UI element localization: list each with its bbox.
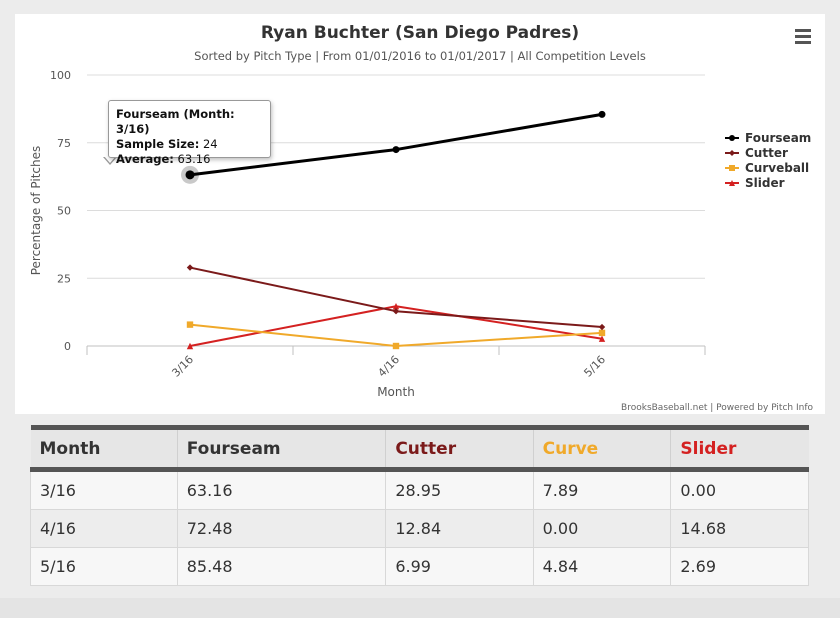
data-point-cutter <box>392 308 400 315</box>
table-cell: 4.84 <box>532 547 671 586</box>
tooltip-average: Average: 63.16 <box>116 152 211 166</box>
data-point-slider <box>598 335 606 342</box>
table-cell: 3/16 <box>30 469 178 510</box>
legend-marker-cutter <box>729 150 735 156</box>
data-point-fourseam <box>598 110 606 118</box>
data-point-slider <box>392 303 400 310</box>
legend-label-fourseam: Fourseam <box>745 131 811 145</box>
y-tick-label: 50 <box>57 205 71 218</box>
tooltip-arrow-inner <box>104 156 116 163</box>
column-header-curve: Curve <box>532 425 671 472</box>
chart-panel: Ryan Buchter (San Diego Padres) Sorted by… <box>15 14 825 414</box>
column-header-cutter: Cutter <box>385 425 534 472</box>
table-row: 4/16 72.48 12.84 0.00 14.68 <box>30 509 809 548</box>
table-cell: 7.89 <box>532 469 671 510</box>
tooltip-sample-size: Sample Size: 24 <box>116 137 218 151</box>
table-cell: 14.68 <box>670 509 809 548</box>
table-cell: 28.95 <box>385 469 534 510</box>
table-cell: 0.00 <box>532 509 671 548</box>
column-header-month: Month <box>30 425 178 472</box>
data-point-curveball <box>186 321 194 328</box>
table-cell: 4/16 <box>30 509 178 548</box>
column-header-fourseam: Fourseam <box>176 425 386 472</box>
legend-label-cutter: Cutter <box>745 146 788 160</box>
table-cell: 6.99 <box>385 547 534 586</box>
y-tick-label: 100 <box>50 69 71 82</box>
tooltip-title: Fourseam (Month: 3/16) <box>116 107 235 136</box>
y-tick-label: 0 <box>64 340 71 353</box>
chart-title: Ryan Buchter (San Diego Padres) <box>261 23 579 43</box>
pitch-usage-table: Month Fourseam Cutter Curve Slider 3/16 63.16… <box>30 425 809 586</box>
legend-marker-slider <box>729 180 735 186</box>
data-point-curveball <box>392 342 400 350</box>
table-row: 3/16 63.16 28.95 7.89 0.00 <box>30 469 809 510</box>
data-point-tooltip: Fourseam (Month: 3/16) Sample Size: 24 A… <box>108 100 271 166</box>
line-chart: Ryan Buchter (San Diego Padres) Sorted by… <box>29 23 813 413</box>
legend-label-curveball: Curveball <box>745 161 809 175</box>
legend-label-slider: Slider <box>745 176 785 190</box>
table-cell: 5/16 <box>30 547 178 586</box>
x-axis-title: Month <box>377 385 415 399</box>
data-point-curveball <box>598 329 606 337</box>
table-cell: 2.69 <box>670 547 809 586</box>
chart-credit: BrooksBaseball.net | Powered by Pitch In… <box>621 403 813 413</box>
footer-strip <box>0 598 840 618</box>
table-cell: 0.00 <box>670 469 809 510</box>
x-tick-label: 3/16 <box>169 353 196 380</box>
x-tick-label: 5/16 <box>581 353 608 380</box>
hamburger-menu-icon[interactable] <box>795 29 811 44</box>
data-point-slider <box>186 342 194 350</box>
series-line-curveball <box>189 323 603 347</box>
table-cell: 12.84 <box>385 509 534 548</box>
table-cell: 85.48 <box>176 547 386 586</box>
series-line-cutter <box>189 266 603 329</box>
y-tick-label: 25 <box>57 272 71 285</box>
data-point-cutter <box>598 323 606 331</box>
column-header-slider: Slider <box>670 425 809 472</box>
chart-subtitle: Sorted by Pitch Type | From 01/01/2016 t… <box>194 49 646 63</box>
table-row: 5/16 85.48 6.99 4.84 2.69 <box>30 547 809 586</box>
y-tick-label: 75 <box>57 137 71 150</box>
data-point-cutter <box>186 264 194 271</box>
table-header-row: Month Fourseam Cutter Curve Slider <box>30 425 809 472</box>
data-point-fourseam <box>392 146 400 154</box>
legend-marker-fourseam <box>729 135 735 141</box>
table-body: 3/16 63.16 28.95 7.89 0.00 4/16 72.48 12.84 0.00… <box>30 469 809 586</box>
data-point-fourseam <box>185 170 195 180</box>
table-cell: 72.48 <box>176 509 386 548</box>
x-tick-label: 4/16 <box>375 353 402 380</box>
legend-marker-curveball <box>729 165 735 171</box>
y-axis-title: Percentage of Pitches <box>29 146 43 276</box>
table-cell: 63.16 <box>176 469 386 510</box>
